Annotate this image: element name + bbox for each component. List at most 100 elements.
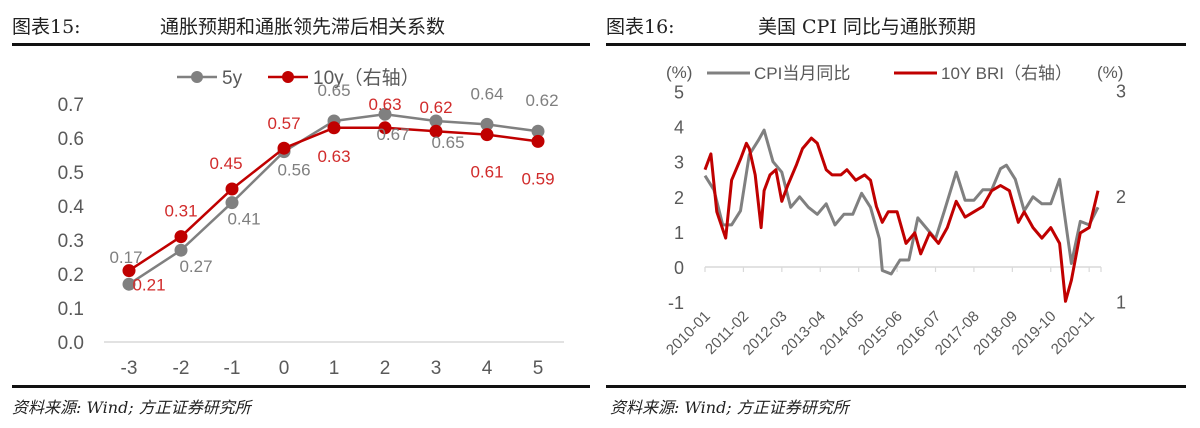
data-label-10y: 0.59 <box>521 169 554 188</box>
data-point <box>429 114 443 128</box>
data-point <box>378 107 392 121</box>
data-label-10y: 0.31 <box>164 202 197 221</box>
figure-15-bottom-rule <box>12 385 590 388</box>
chart-legend: 5y 10y（右轴） <box>177 67 420 89</box>
chart-series <box>703 128 1100 303</box>
y-tick-label: 0.4 <box>58 197 85 218</box>
y-tick-label: 0.3 <box>58 231 84 252</box>
x-tick-label: -1 <box>224 358 241 379</box>
left-axis-unit: (%) <box>666 63 692 82</box>
y-tick-label: 0.1 <box>58 299 84 320</box>
data-point <box>225 196 239 210</box>
data-label-10y: 0.57 <box>267 114 300 133</box>
legend-marker-icon <box>191 71 203 83</box>
right-axis-unit: (%) <box>1097 63 1123 82</box>
data-point <box>122 277 136 291</box>
data-label-10y: 0.21 <box>132 276 165 295</box>
series-10y <box>122 121 545 278</box>
y-left-tick-label: -1 <box>668 293 684 313</box>
data-label-10y: 0.62 <box>419 98 452 117</box>
chart-series <box>122 107 545 291</box>
data-label-10y: 0.63 <box>368 95 401 114</box>
y-tick-label: 0.6 <box>58 129 84 150</box>
data-point <box>277 141 291 155</box>
figure-15-panel: 图表15: 通胀预期和通胀领先滞后相关系数 5y 10y（右轴） 0.0 0.1 0.2… <box>12 12 590 417</box>
x-tick-label: 2020-11 <box>1048 308 1098 358</box>
y-tick-label: 0.5 <box>58 163 84 184</box>
figure-16-title: 美国 CPI 同比与通胀预期 <box>758 16 976 38</box>
figure-16-header: 图表16: 美国 CPI 同比与通胀预期 <box>606 12 976 39</box>
data-point <box>531 124 545 138</box>
data-label-5y: 0.64 <box>470 84 503 103</box>
legend-item-cpi: CPI当月同比 <box>707 64 850 83</box>
data-point <box>327 121 341 135</box>
x-tick-label: 2 <box>380 358 391 379</box>
legend-label: 10y（右轴） <box>313 67 420 89</box>
y-tick-label: 0.0 <box>58 333 84 354</box>
data-label-5y: 0.65 <box>317 81 350 100</box>
figure-15-top-rule <box>12 43 590 46</box>
data-label-10y: 0.45 <box>209 154 242 173</box>
data-label-10y: 0.63 <box>317 147 350 166</box>
figure-15-source: 资料来源: Wind; 方正证券研究所 <box>12 398 251 417</box>
legend-label: 10Y BRI（右轴） <box>941 64 1072 83</box>
x-tick-label: 0 <box>279 358 290 379</box>
data-label-5y: 0.27 <box>179 257 212 276</box>
legend-item: 5y <box>177 68 243 89</box>
data-point <box>225 182 239 196</box>
legend-label: CPI当月同比 <box>754 64 850 83</box>
x-tick-label: 3 <box>431 358 442 379</box>
chart-legend: CPI当月同比 10Y BRI（右轴） <box>707 64 1072 83</box>
x-tick-label: -3 <box>121 358 138 379</box>
y-right-tick-label: 1 <box>1116 292 1126 312</box>
data-point <box>174 230 188 244</box>
data-label-5y: 0.62 <box>525 91 558 110</box>
y-right-tick-label: 3 <box>1116 82 1126 102</box>
legend-item: 10y（右轴） <box>268 67 420 89</box>
figure-15-title: 通胀预期和通胀领先滞后相关系数 <box>160 16 446 38</box>
data-label-5y: 0.17 <box>109 248 142 267</box>
figure-15-label: 图表15: <box>12 16 81 38</box>
legend-marker-icon <box>282 71 294 83</box>
data-label-5y: 0.41 <box>227 210 260 229</box>
figure-16-label: 图表16: <box>606 16 675 38</box>
data-point <box>531 134 545 148</box>
data-point <box>480 128 494 142</box>
data-label-5y: 0.65 <box>431 133 464 152</box>
data-point <box>122 264 136 278</box>
figure-16-top-rule <box>606 43 1186 46</box>
x-axis: -3 -2 -1 0 1 2 3 4 5 <box>104 341 564 379</box>
data-labels: 0.17 0.27 0.41 0.56 0.65 0.67 0.65 0.64 0.62 0.21… <box>109 81 558 295</box>
figure-15-chart: 5y 10y（右轴） 0.00.10.20.30.40.50.60.7 -3 -2-… <box>58 67 564 379</box>
y-right-tick-label: 2 <box>1116 187 1126 207</box>
y-left-tick-label: 5 <box>674 83 684 103</box>
x-tick-label: 1 <box>329 358 340 379</box>
y-left-tick-label: 0 <box>674 258 684 278</box>
data-label-5y: 0.67 <box>376 125 409 144</box>
legend-label: 5y <box>222 68 243 89</box>
y-tick-label: 0.7 <box>58 95 84 116</box>
y-axis: 0.0 0.1 0.2 0.3 0.4 0.5 0.6 0.7 <box>58 95 85 354</box>
data-point <box>174 243 188 257</box>
series-cpi-yoy <box>703 128 1100 276</box>
figure-16-source: 资料来源: Wind; 方正证券研究所 <box>610 398 849 417</box>
data-point <box>480 117 494 131</box>
y-left-tick-label: 3 <box>674 153 684 173</box>
series-10y-bri <box>703 136 1100 303</box>
y-left-tick-label: 1 <box>674 223 684 243</box>
legend-item-bri: 10Y BRI（右轴） <box>894 64 1072 83</box>
y-left-tick-label: 2 <box>674 188 684 208</box>
data-point <box>429 124 443 138</box>
x-tick-label: -2 <box>173 358 190 379</box>
figure-16-panel: 图表16: 美国 CPI 同比与通胀预期 CPI当月同比 10Y BRI（右轴） 5… <box>600 0 1200 428</box>
y-left-tick-label: 4 <box>674 118 684 138</box>
x-tick-label: 4 <box>482 358 493 379</box>
data-label-10y: 0.61 <box>470 163 503 182</box>
figure-15-header: 图表15: 通胀预期和通胀领先滞后相关系数 <box>12 12 445 39</box>
figure-16-bottom-rule <box>606 385 1186 388</box>
data-point <box>378 121 392 135</box>
x-tick-label: 5 <box>533 358 544 379</box>
data-label-5y: 0.56 <box>277 161 310 180</box>
y-tick-label: 0.2 <box>58 265 84 286</box>
